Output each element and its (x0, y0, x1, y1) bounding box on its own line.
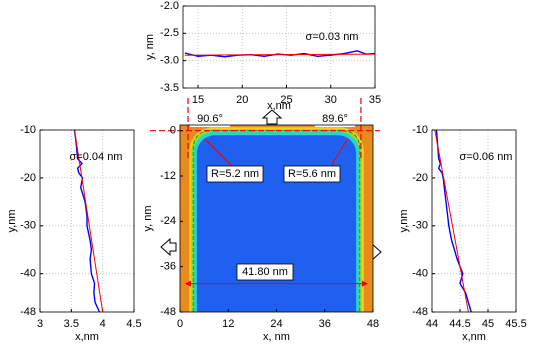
y-tick-label: 0 (170, 125, 176, 137)
y-axis-label: y, nm (142, 205, 154, 231)
x-tick-label: 4.5 (126, 318, 141, 330)
plot-frame (182, 5, 376, 89)
plot-area (432, 130, 516, 312)
x-tick-label: 3 (37, 318, 43, 330)
x-axis-label: x,nm (75, 331, 99, 343)
x-tick-label: 45.5 (505, 318, 526, 330)
y-tick-label: -40 (20, 268, 36, 280)
data-line (74, 129, 104, 313)
x-tick-label: 3.5 (64, 318, 79, 330)
x-tick-label: 25 (280, 94, 292, 106)
annotation: 89.6° (322, 113, 348, 125)
plot-frame (39, 129, 135, 313)
y-tick-label: -10 (20, 124, 36, 136)
image-clip-cover (180, 312, 373, 344)
x-tick-label: 24 (270, 318, 282, 330)
chart-3: 44 44.5 45 45.5 -10 -20 -30 -40 -48 x,nm y,nm σ=0.0… (398, 124, 527, 343)
y-tick-label: -20 (412, 172, 428, 184)
data-line (184, 53, 376, 56)
y-tick-label: -20 (20, 172, 36, 184)
y-tick-label: -3.5 (160, 82, 179, 94)
x-tick-label: 15 (192, 94, 204, 106)
y-axis-label: y,nm (6, 209, 18, 232)
y-tick-label: -48 (412, 306, 428, 318)
label-box (190, 111, 230, 127)
annotation: R=5.2 nm (211, 168, 259, 180)
label-box (206, 165, 264, 183)
edge-trace (192, 130, 361, 312)
label-box (236, 263, 294, 281)
x-tick-label: 12 (222, 318, 234, 330)
x-tick-label: 44 (426, 318, 438, 330)
y-tick-label: -30 (20, 220, 36, 232)
y-tick-label: -30 (412, 220, 428, 232)
plot-area (183, 6, 375, 88)
x-tick-label: 35 (369, 94, 381, 106)
chart-0: 15 20 25 30 35 -3.5 -3.0 -2.5 -2.0 x,nm y, nm σ=0.0… (144, 0, 381, 112)
x-tick-label: 44.5 (449, 318, 470, 330)
annotation: σ=0.04 nm (70, 151, 123, 163)
label-box (283, 165, 341, 183)
data-line (435, 129, 472, 313)
y-tick-label: -2.5 (160, 27, 179, 39)
y-tick-label: -48 (20, 306, 36, 318)
chart-1: 3 3.5 4 4.5 -10 -20 -30 -40 -48 x,nm y,nm σ=0.04 nm (6, 124, 142, 343)
x-tick-label: 45 (482, 318, 494, 330)
arrow-up (261, 109, 283, 125)
annotation: R=5.6 nm (288, 168, 336, 180)
x-tick-label: 0 (177, 318, 183, 330)
y-tick-label: -3.0 (160, 55, 179, 67)
chart-2: 90.6° 89.6° R=5.2 nm R=5.6 nm 41.80 nm 0 12 24 3… (142, 98, 380, 344)
pointer (329, 139, 348, 169)
annotation: 41.80 nm (242, 266, 288, 278)
x-axis-label: x,nm (462, 331, 486, 343)
plot-frame (179, 124, 374, 313)
data-line (73, 129, 101, 313)
x-axis-label: x,nm (267, 100, 291, 112)
y-tick-label: -40 (412, 268, 428, 280)
y-tick-label: -12 (160, 170, 176, 182)
x-tick-label: 4 (100, 318, 106, 330)
y-tick-label: -36 (160, 261, 176, 273)
x-tick-label: 20 (236, 94, 248, 106)
annotation: σ=0.03 nm (306, 31, 359, 43)
y-tick-label: -10 (412, 124, 428, 136)
pointer (205, 139, 235, 169)
image-region (196, 135, 357, 342)
arrow-left (160, 237, 177, 257)
label-box (315, 111, 355, 127)
annotation: σ=0.06 nm (460, 151, 513, 163)
x-tick-label: 30 (325, 94, 337, 106)
y-tick-label: -24 (160, 215, 176, 227)
data-line (434, 129, 469, 313)
x-axis-label: x, nm (263, 331, 290, 343)
x-tick-label: 48 (367, 318, 379, 330)
x-tick-label: 36 (319, 318, 331, 330)
y-axis-label: y,nm (398, 209, 410, 232)
plot-frame (431, 129, 517, 313)
annotation: 90.6° (197, 113, 223, 125)
y-axis-label: y, nm (144, 34, 156, 60)
y-tick-label: -2.0 (160, 0, 179, 12)
y-tick-label: -48 (160, 306, 176, 318)
